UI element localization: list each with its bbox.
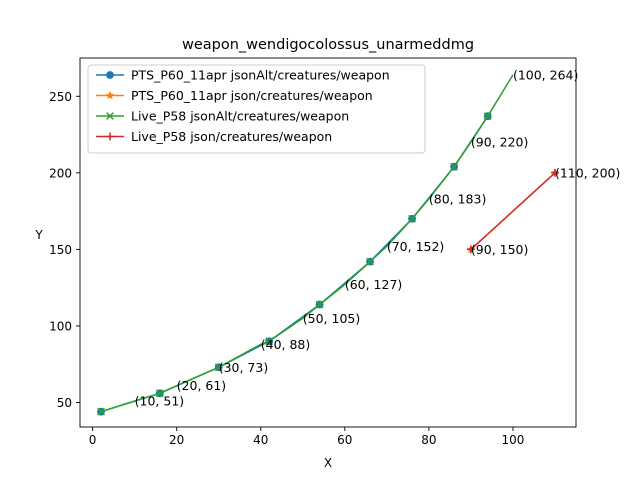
y-axis-label: Y	[34, 228, 43, 242]
x-tick-label: 20	[169, 433, 184, 447]
series-2	[97, 74, 514, 416]
data-label: (20, 61)	[177, 378, 227, 393]
series-3	[467, 168, 559, 254]
legend-marker	[106, 132, 114, 141]
y-tick-label: 250	[49, 90, 72, 104]
data-point	[408, 214, 416, 223]
data-point	[315, 300, 324, 309]
series-line	[100, 74, 514, 413]
x-tick-label: 100	[501, 433, 524, 447]
y-tick-label: 150	[49, 243, 72, 257]
chart-title: weapon_wendigocolossus_unarmeddmg	[182, 37, 474, 53]
data-label: (100, 264)	[513, 67, 578, 82]
annotation-group: (10, 51)(20, 61) (30, 73) (40, 88) (50, 105…	[135, 67, 621, 408]
x-axis-label: X	[324, 456, 332, 470]
legend-marker	[106, 112, 114, 120]
data-label: (90, 220)	[471, 135, 528, 150]
data-point	[551, 168, 559, 177]
data-label: (30, 73)	[219, 360, 269, 375]
data-point	[366, 257, 374, 266]
data-point	[265, 337, 274, 346]
data-label: (80, 183)	[429, 191, 486, 206]
legend-label: Live_P58 json/creatures/weapon	[131, 129, 332, 144]
legend-entry: PTS_P60_11apr json/creatures/weapon	[96, 88, 373, 103]
series-group	[97, 74, 560, 416]
y-tick-label: 200	[49, 166, 72, 180]
legend-entry: Live_P58 jsonAlt/creatures/weapon	[96, 109, 349, 124]
data-label: (70, 152)	[387, 239, 444, 254]
data-point	[450, 162, 459, 171]
legend-entry: Live_P58 json/creatures/weapon	[96, 129, 332, 144]
legend-label: PTS_P60_11apr json/creatures/weapon	[131, 88, 373, 103]
data-point	[155, 389, 164, 398]
axes: 0 20 40 60 80 100 50 100 150 200 250	[49, 57, 577, 447]
data-label: (110, 200)	[555, 165, 620, 180]
x-tick-label: 40	[253, 433, 268, 447]
data-label: (40, 88)	[261, 337, 311, 352]
data-label: (60, 127)	[345, 277, 402, 292]
legend-box	[87, 64, 426, 154]
data-label: (90, 150)	[471, 242, 528, 257]
x-tick-label: 80	[421, 433, 436, 447]
legend-label: Live_P58 jsonAlt/creatures/weapon	[131, 109, 349, 124]
legend-marker	[106, 71, 114, 79]
legend-entry: PTS_P60_11apr jsonAlt/creatures/weapon	[96, 68, 390, 83]
data-point	[97, 407, 105, 416]
data-label: (50, 105)	[303, 311, 360, 326]
legend-label: PTS_P60_11apr jsonAlt/creatures/weapon	[131, 68, 390, 83]
data-point	[467, 245, 475, 254]
y-tick-label: 100	[49, 319, 72, 333]
legend: PTS_P60_11apr jsonAlt/creatures/weapon PT…	[87, 64, 426, 154]
data-point	[483, 112, 492, 121]
series-line	[470, 172, 556, 250]
y-tick-label: 50	[57, 396, 72, 410]
x-tick-label: 60	[337, 433, 352, 447]
data-label: (10, 51)	[135, 393, 185, 408]
x-tick-label: 0	[89, 433, 97, 447]
data-point	[214, 363, 223, 372]
legend-marker	[105, 90, 115, 100]
plot-frame	[79, 57, 577, 428]
